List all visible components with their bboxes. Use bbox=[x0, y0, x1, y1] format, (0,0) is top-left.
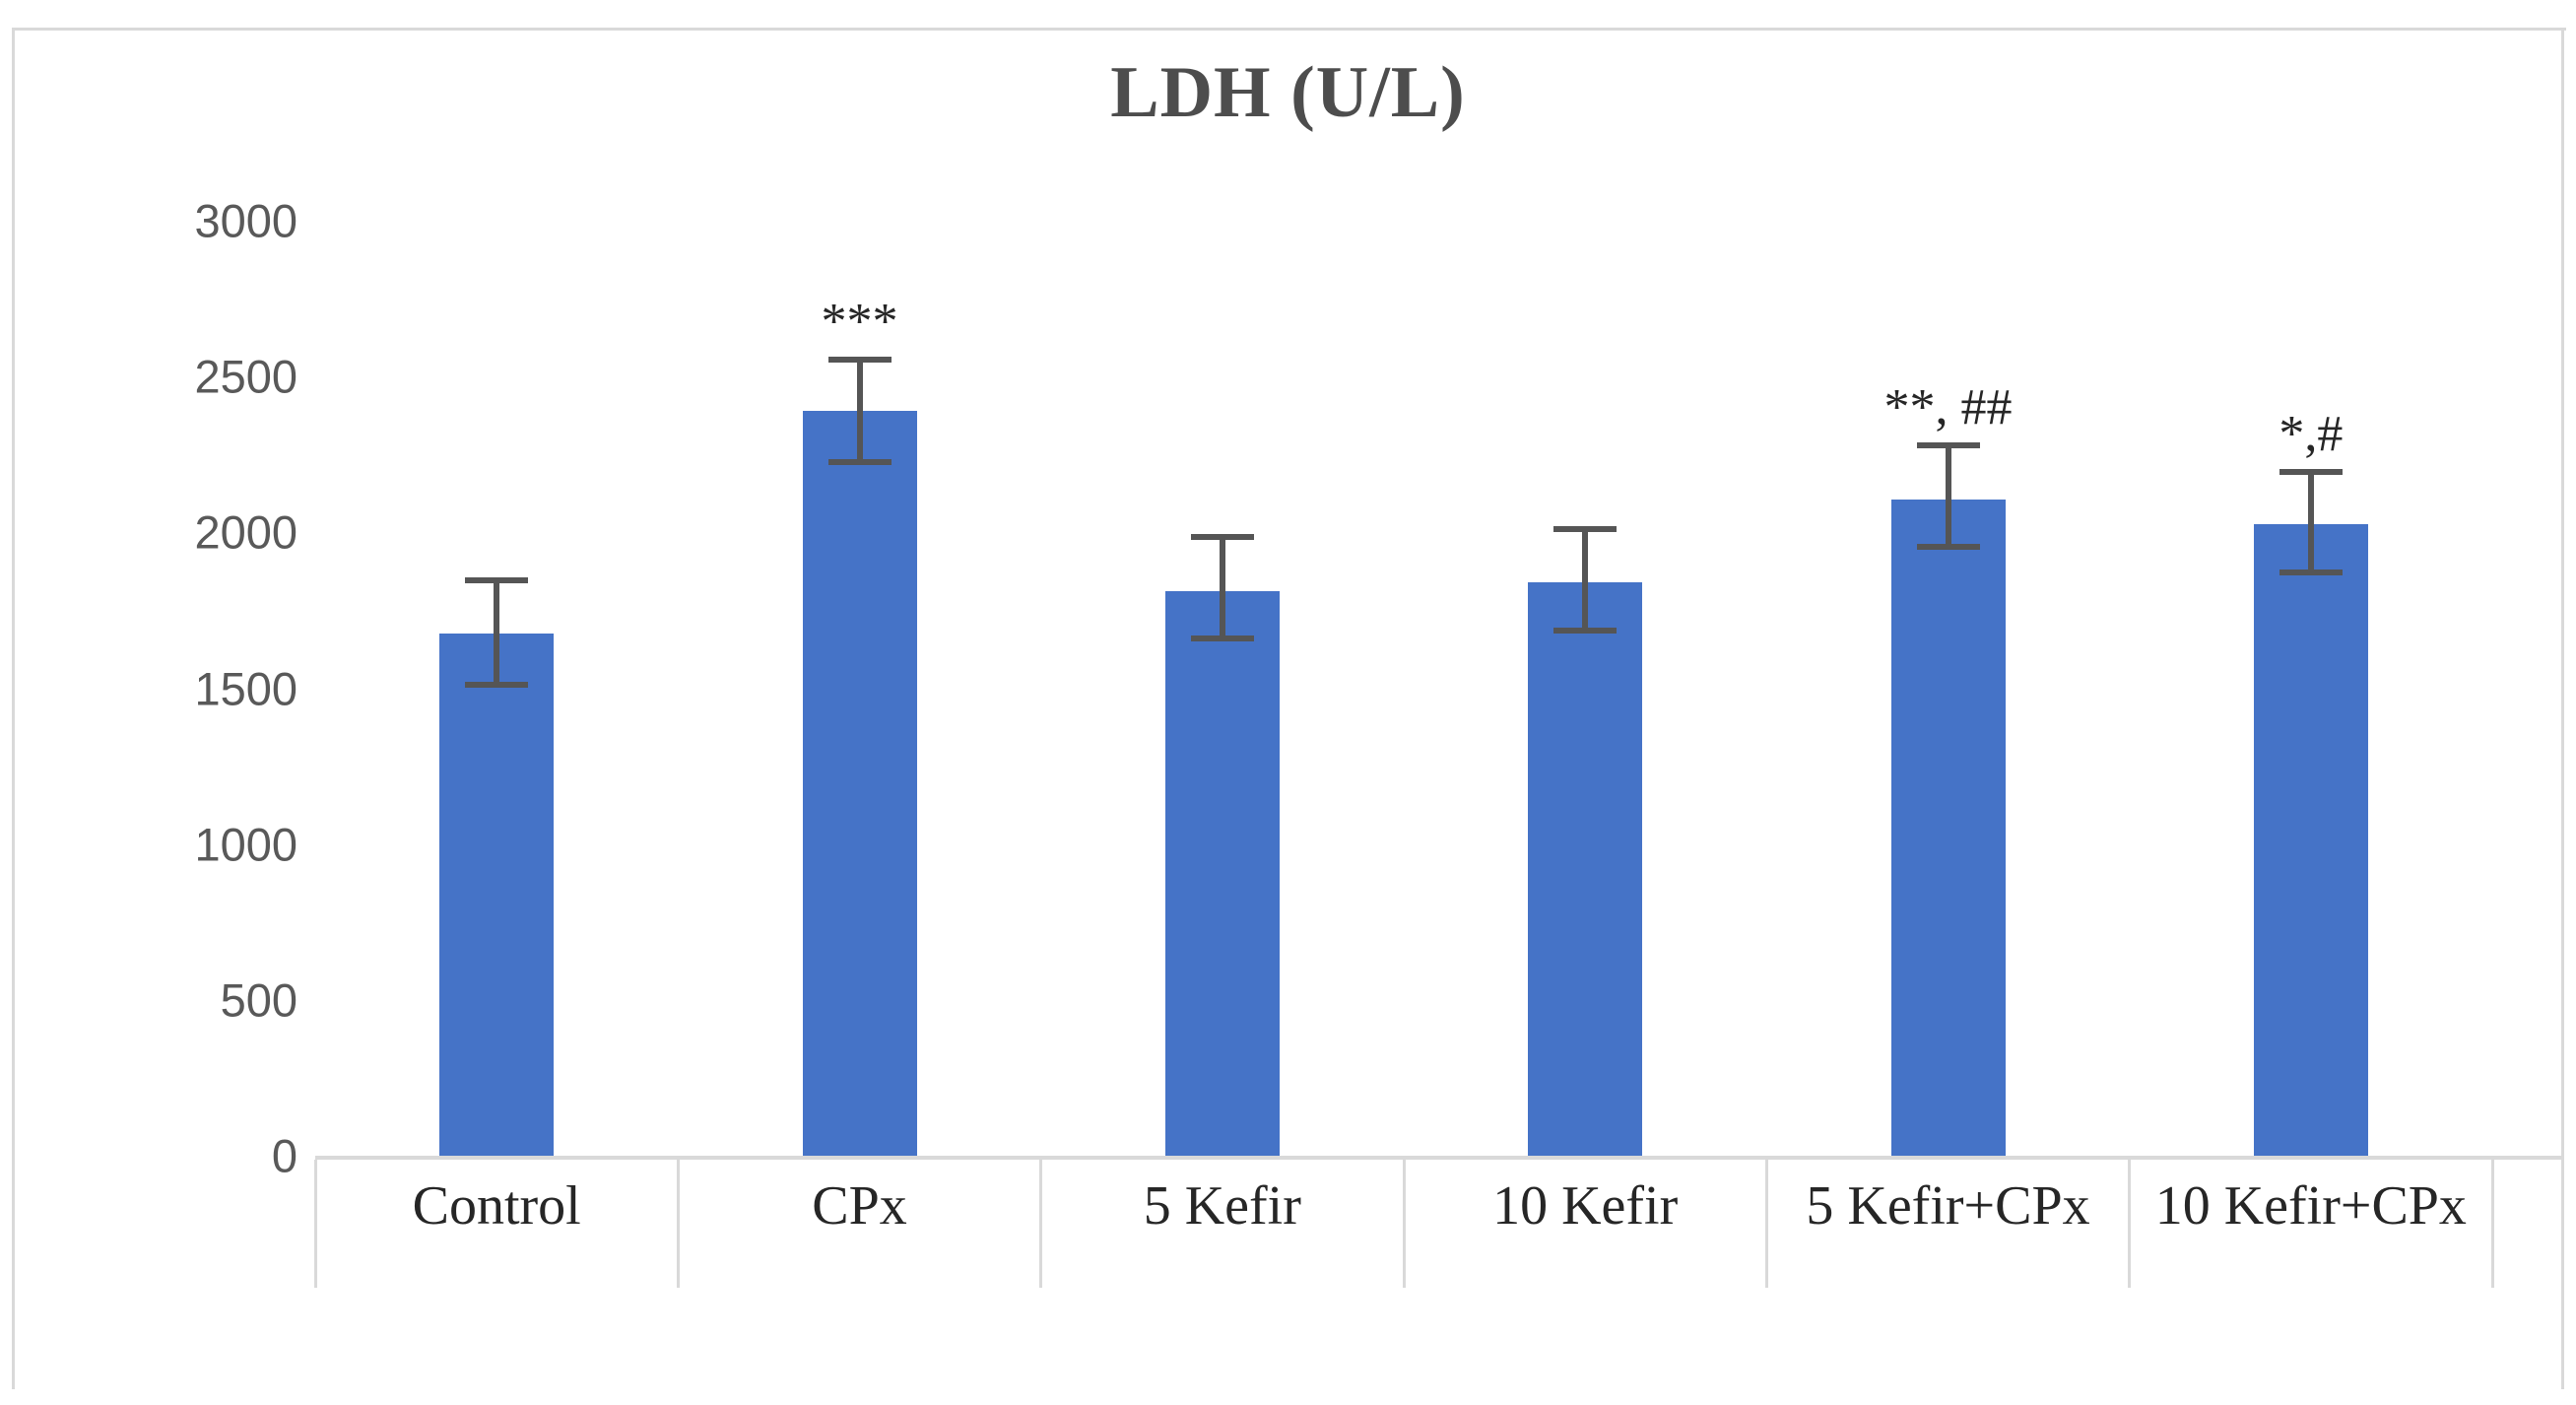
bar bbox=[439, 634, 555, 1156]
y-tick-label: 3000 bbox=[194, 194, 297, 247]
bar bbox=[1890, 500, 2006, 1156]
error-bar-line bbox=[2307, 471, 2314, 573]
bar bbox=[1164, 591, 1280, 1156]
x-category-label: 5 Kefir bbox=[1143, 1175, 1301, 1237]
error-bar-cap-bottom bbox=[1916, 543, 1980, 550]
x-category-label: Control bbox=[412, 1175, 581, 1237]
category-divider bbox=[313, 1160, 317, 1288]
chart-border-right bbox=[2561, 28, 2564, 1389]
category-divider bbox=[1402, 1160, 1406, 1288]
error-bar-cap-top bbox=[1553, 526, 1618, 533]
error-bar-cap-bottom bbox=[1190, 635, 1254, 641]
error-bar-cap-bottom bbox=[465, 682, 529, 689]
error-bar-line bbox=[494, 580, 500, 686]
bar-annotation: **, ## bbox=[1883, 378, 2013, 435]
error-bar-cap-top bbox=[1190, 534, 1254, 541]
y-tick-label: 500 bbox=[220, 973, 297, 1027]
chart-border-top bbox=[12, 28, 2566, 31]
error-bar-cap-bottom bbox=[1553, 627, 1618, 634]
x-category-label: 5 Kefir+CPx bbox=[1806, 1175, 2090, 1237]
x-category-label: CPx bbox=[812, 1175, 907, 1237]
error-bar-line bbox=[1945, 444, 1951, 547]
x-category-label: 10 Kefir+CPx bbox=[2154, 1175, 2467, 1237]
bar bbox=[802, 410, 917, 1156]
error-bar-cap-bottom bbox=[2279, 569, 2343, 576]
error-bar-cap-top bbox=[465, 577, 529, 584]
x-axis-line bbox=[315, 1156, 2561, 1160]
bar-annotation: *,# bbox=[2279, 405, 2344, 462]
error-bar-cap-top bbox=[827, 356, 892, 363]
category-divider bbox=[1039, 1160, 1043, 1288]
category-divider bbox=[676, 1160, 680, 1288]
bar bbox=[1528, 581, 1643, 1156]
bar-annotation: *** bbox=[821, 293, 898, 350]
error-bar-cap-top bbox=[1916, 441, 1980, 448]
error-bar-line bbox=[1219, 537, 1225, 638]
bar bbox=[2253, 524, 2368, 1156]
category-divider bbox=[2490, 1160, 2494, 1288]
y-tick-label: 1000 bbox=[194, 818, 297, 871]
category-divider bbox=[2128, 1160, 2132, 1288]
y-tick-label: 2000 bbox=[194, 505, 297, 559]
chart-border-left bbox=[12, 28, 15, 1389]
x-category-label: 10 Kefir bbox=[1492, 1175, 1679, 1237]
error-bar-cap-top bbox=[2279, 468, 2343, 475]
y-tick-label: 0 bbox=[271, 1129, 297, 1182]
category-divider bbox=[1764, 1160, 1768, 1288]
error-bar-line bbox=[1582, 529, 1589, 631]
y-tick-label: 1500 bbox=[194, 662, 297, 714]
error-bar-cap-bottom bbox=[827, 459, 892, 466]
y-tick-label: 2500 bbox=[194, 350, 297, 403]
chart-title: LDH (U/L) bbox=[1110, 52, 1466, 133]
error-bar-line bbox=[856, 359, 863, 463]
